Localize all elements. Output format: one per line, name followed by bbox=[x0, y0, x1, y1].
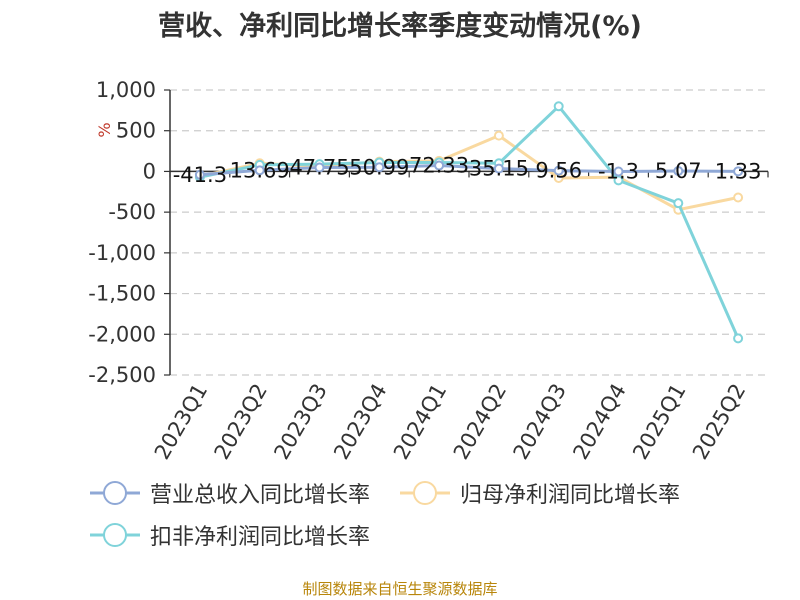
y-tick-label: 1,000 bbox=[96, 78, 156, 102]
data-point bbox=[553, 165, 564, 176]
data-label: -1.3 bbox=[598, 160, 639, 184]
data-point bbox=[374, 162, 385, 173]
source-note: 制图数据来自恒生聚源数据库 bbox=[302, 580, 498, 598]
y-tick-label: -500 bbox=[108, 200, 156, 224]
data-point bbox=[194, 169, 205, 180]
y-axis-label: % bbox=[95, 122, 114, 137]
data-point bbox=[733, 166, 744, 177]
data-label: -41.3 bbox=[173, 163, 227, 187]
x-tick-label: 2023Q4 bbox=[329, 380, 391, 464]
legend-item[interactable]: 归母净利润同比增长率 bbox=[400, 476, 680, 510]
x-tick-label: 2025Q2 bbox=[688, 380, 750, 464]
legend-item[interactable]: 扣非净利润同比增长率 bbox=[90, 518, 370, 552]
series-line bbox=[199, 104, 740, 339]
data-point bbox=[493, 163, 504, 174]
x-tick-label: 2024Q3 bbox=[509, 380, 571, 464]
data-point bbox=[673, 166, 684, 177]
data-point bbox=[613, 166, 624, 177]
data-label: 35.15 bbox=[469, 157, 529, 181]
data-label: 9.56 bbox=[535, 159, 582, 183]
x-tick-label: 2024Q4 bbox=[568, 380, 630, 464]
y-tick-label: -1,500 bbox=[88, 282, 156, 306]
data-point bbox=[434, 160, 445, 171]
data-point bbox=[493, 130, 504, 141]
data-point bbox=[733, 333, 744, 344]
data-point bbox=[254, 165, 265, 176]
data-label: 5.07 bbox=[655, 159, 702, 183]
x-tick-label: 2024Q2 bbox=[449, 380, 511, 464]
legend-label: 扣非净利润同比增长率 bbox=[150, 525, 371, 550]
x-tick-label: 2025Q1 bbox=[628, 380, 690, 464]
data-label: 47.75 bbox=[289, 156, 349, 180]
data-point bbox=[673, 198, 684, 209]
series-line bbox=[199, 164, 739, 177]
y-tick-label: -2,000 bbox=[88, 322, 156, 346]
legend-item[interactable]: 营业总收入同比增长率 bbox=[90, 476, 370, 510]
y-tick-label: -1,000 bbox=[88, 241, 156, 265]
grid-lines bbox=[170, 89, 768, 376]
axes: 1,000 500 0 -500 -1,000 -1,500 -2,000 -2,500% 20… bbox=[88, 78, 769, 464]
data-labels: -41.3 13.69 47.75 50.99 72.33 35.15 9.56 -1.3 5.… bbox=[173, 154, 762, 187]
legend-marker-icon bbox=[400, 481, 450, 505]
legend-label: 归母净利润同比增长率 bbox=[460, 483, 681, 508]
y-tick-label: 500 bbox=[116, 119, 156, 143]
x-tick-label: 2023Q3 bbox=[269, 380, 331, 464]
legend-label: 营业总收入同比增长率 bbox=[150, 483, 371, 508]
data-label: 13.69 bbox=[230, 158, 290, 182]
legend-marker-icon bbox=[90, 481, 140, 505]
y-tick-label: -2,500 bbox=[88, 363, 156, 387]
data-label: 72.33 bbox=[409, 154, 469, 178]
x-tick-label: 2023Q2 bbox=[210, 380, 272, 464]
chart-title: 营收、净利同比增长率季度变动情况(%) bbox=[158, 11, 642, 42]
data-point bbox=[553, 101, 564, 112]
data-point bbox=[314, 162, 325, 173]
y-tick-label: 0 bbox=[143, 159, 156, 183]
data-label: 1.33 bbox=[715, 159, 762, 183]
x-tick-label: 2024Q1 bbox=[389, 380, 451, 464]
series-lines bbox=[194, 101, 744, 344]
x-tick-label: 2023Q1 bbox=[150, 380, 212, 464]
legend-marker-icon bbox=[90, 523, 140, 547]
data-point bbox=[733, 192, 744, 203]
data-label: 50.99 bbox=[349, 155, 409, 179]
